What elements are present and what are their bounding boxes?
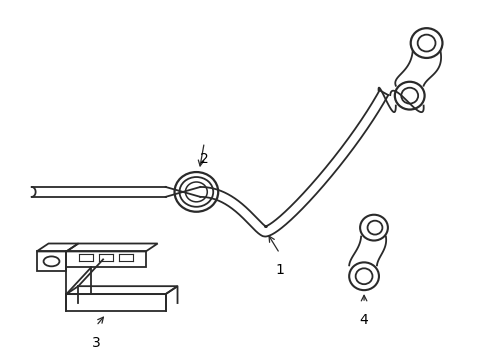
Text: 3: 3 xyxy=(92,336,101,350)
Text: 2: 2 xyxy=(200,152,208,166)
Text: 1: 1 xyxy=(275,264,284,277)
Text: 4: 4 xyxy=(359,313,367,327)
